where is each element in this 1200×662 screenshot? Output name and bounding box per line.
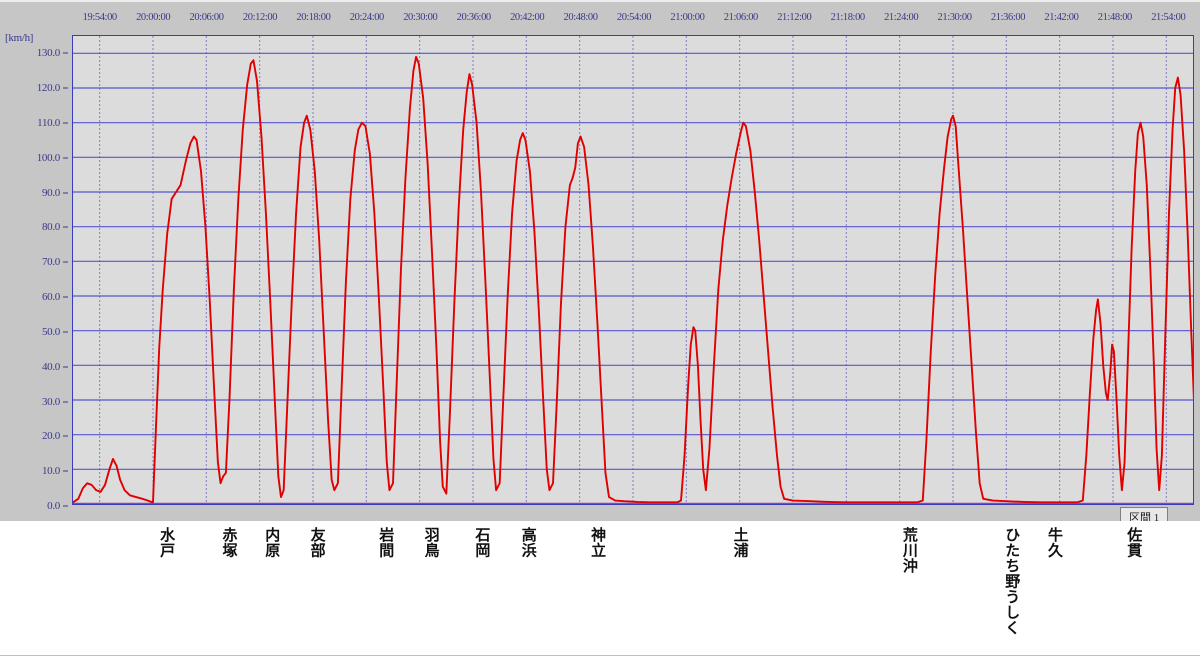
y-axis: 0.0 10.0 20.0 30.0 40.0 50.0 60.0 70.0 80.0 90.0 1… [0,35,68,512]
time-axis-tick: 21:12:00 [777,12,812,23]
time-axis-tick: 20:12:00 [242,12,278,23]
time-axis-tick: 21:30:00 [937,12,972,23]
time-axis-tick: 20:42:00 [510,12,545,23]
plot-area[interactable] [72,35,1194,505]
station-label: 岩間 [377,527,396,558]
y-axis-tick-mark [63,296,68,298]
time-axis-tick: 21:06:00 [723,12,759,23]
time-axis-tick: 19:54:00 [82,12,118,23]
time-axis-tick: 20:36:00 [456,12,492,23]
y-axis-tick-label: 120.0 [36,82,61,95]
y-axis-tick-label: 70.0 [41,256,60,269]
station-label: 土浦 [731,527,750,558]
y-axis-tick-mark [63,157,68,159]
time-axis-tick: 20:06:00 [189,12,224,23]
station-label: 水戸 [158,527,177,558]
station-label: ひたち野うしく [1003,527,1022,636]
y-axis-tick-label: 100.0 [36,151,61,164]
station-label: 荒川沖 [900,527,919,574]
y-axis-tick-mark [63,87,68,89]
y-axis-tick-mark [63,366,68,368]
station-label: 佐貫 [1125,527,1144,558]
time-axis: 19:54:00 20:00:00 20:06:00 20:12:00 20:18:00… [72,12,1194,32]
speed-series-line [73,55,1193,504]
y-axis-tick-mark [63,505,68,507]
time-axis-tick: 21:42:00 [1044,12,1079,23]
y-axis-tick-mark [63,192,68,194]
time-axis-tick: 21:36:00 [990,12,1026,23]
station-label: 牛久 [1045,527,1064,558]
time-axis-tick: 21:54:00 [1151,12,1186,23]
y-axis-tick-mark [63,331,68,333]
y-axis-unit-label: [km/h] [5,32,34,44]
time-axis-tick: 21:18:00 [830,12,866,23]
y-axis-tick-label: 110.0 [37,117,60,130]
y-axis-tick-label: 20.0 [41,430,60,443]
time-axis-tick: 21:24:00 [884,12,919,23]
station-label: 羽鳥 [422,527,441,558]
station-label: 内原 [263,527,282,558]
horizontal-gridlines [73,52,1193,504]
time-axis-tick: 20:48:00 [563,12,598,23]
speed-plot-svg [73,36,1193,504]
y-axis-tick-mark [63,261,68,263]
time-axis-tick: 20:24:00 [349,12,385,23]
time-axis-tick: 20:00:00 [136,12,171,23]
bottom-divider [0,655,1200,656]
time-axis-tick: 20:18:00 [296,12,331,23]
y-axis-tick-label: 60.0 [41,291,60,304]
time-axis-tick: 21:48:00 [1097,12,1133,23]
y-axis-tick-label: 130.0 [36,47,61,60]
station-label-band: 水戸 赤塚 内原 友部 岩間 羽鳥 石岡 高浜 神立 土浦 荒川沖 ひたち野うしく 牛久 佐貫 [0,521,1200,662]
y-axis-tick-label: 10.0 [41,465,60,478]
y-axis-tick-mark [63,470,68,472]
time-axis-tick: 20:30:00 [403,12,438,23]
y-axis-tick-label: 80.0 [41,221,60,234]
y-axis-tick-mark [63,122,68,124]
station-label: 赤塚 [220,527,239,558]
y-axis-tick-mark [63,401,68,403]
y-axis-tick-mark [63,52,68,54]
station-label: 石岡 [473,527,492,558]
time-axis-tick: 21:00:00 [670,12,705,23]
chart-panel: [km/h] 19:54:00 20:00:00 20:06:00 20:12:00 2… [0,0,1200,527]
y-axis-tick-label: 0.0 [47,500,60,512]
station-label: 神立 [589,527,608,558]
station-label: 友部 [308,527,327,558]
y-axis-tick-label: 50.0 [41,325,60,338]
y-axis-tick-label: 30.0 [41,395,60,408]
y-axis-tick-label: 40.0 [41,360,60,373]
y-axis-tick-mark [63,226,68,228]
y-axis-tick-label: 90.0 [41,186,60,199]
time-axis-tick: 20:54:00 [616,12,652,23]
station-label: 高浜 [519,527,538,558]
y-axis-tick-mark [63,435,68,437]
